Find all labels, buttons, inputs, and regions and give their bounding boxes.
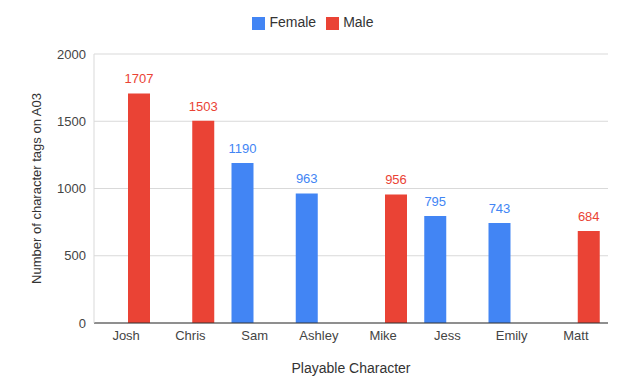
- svg-text:963: 963: [296, 171, 318, 186]
- svg-text:795: 795: [424, 194, 446, 209]
- svg-text:1707: 1707: [125, 71, 154, 86]
- svg-text:1503: 1503: [189, 99, 218, 114]
- svg-text:1000: 1000: [57, 181, 86, 196]
- svg-text:Chris: Chris: [175, 328, 206, 343]
- svg-text:0: 0: [79, 316, 86, 331]
- svg-text:743: 743: [489, 201, 511, 216]
- svg-text:Playable Character: Playable Character: [291, 360, 410, 376]
- svg-text:956: 956: [385, 172, 407, 187]
- svg-text:Jess: Jess: [434, 328, 461, 343]
- html-text:Female: Female: [269, 14, 317, 30]
- html-text:Male: Male: [343, 14, 374, 30]
- svg-text:Josh: Josh: [112, 328, 139, 343]
- svg-text:Sam: Sam: [241, 328, 268, 343]
- svg-text:684: 684: [578, 209, 600, 224]
- svg-text:Mike: Mike: [369, 328, 396, 343]
- svg-text:1190: 1190: [229, 141, 257, 156]
- svg-text:Ashley: Ashley: [299, 328, 339, 343]
- svg-text:2000: 2000: [57, 47, 86, 62]
- svg-text:Emily: Emily: [496, 328, 528, 343]
- svg-text:1500: 1500: [57, 114, 86, 129]
- svg-text:500: 500: [64, 248, 86, 263]
- svg-text:Matt: Matt: [563, 328, 589, 343]
- svg-text:Number of character tags on A0: Number of character tags on A03: [29, 93, 44, 284]
